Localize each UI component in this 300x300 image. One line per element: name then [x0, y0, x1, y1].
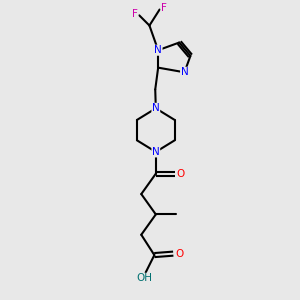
Text: N: N — [154, 45, 162, 55]
Text: N: N — [181, 67, 188, 77]
Text: N: N — [152, 103, 160, 113]
Text: O: O — [176, 169, 184, 179]
Text: F: F — [132, 9, 138, 19]
Text: OH: OH — [136, 273, 152, 283]
Text: N: N — [152, 147, 160, 157]
Text: O: O — [175, 249, 183, 259]
Text: F: F — [161, 3, 167, 13]
